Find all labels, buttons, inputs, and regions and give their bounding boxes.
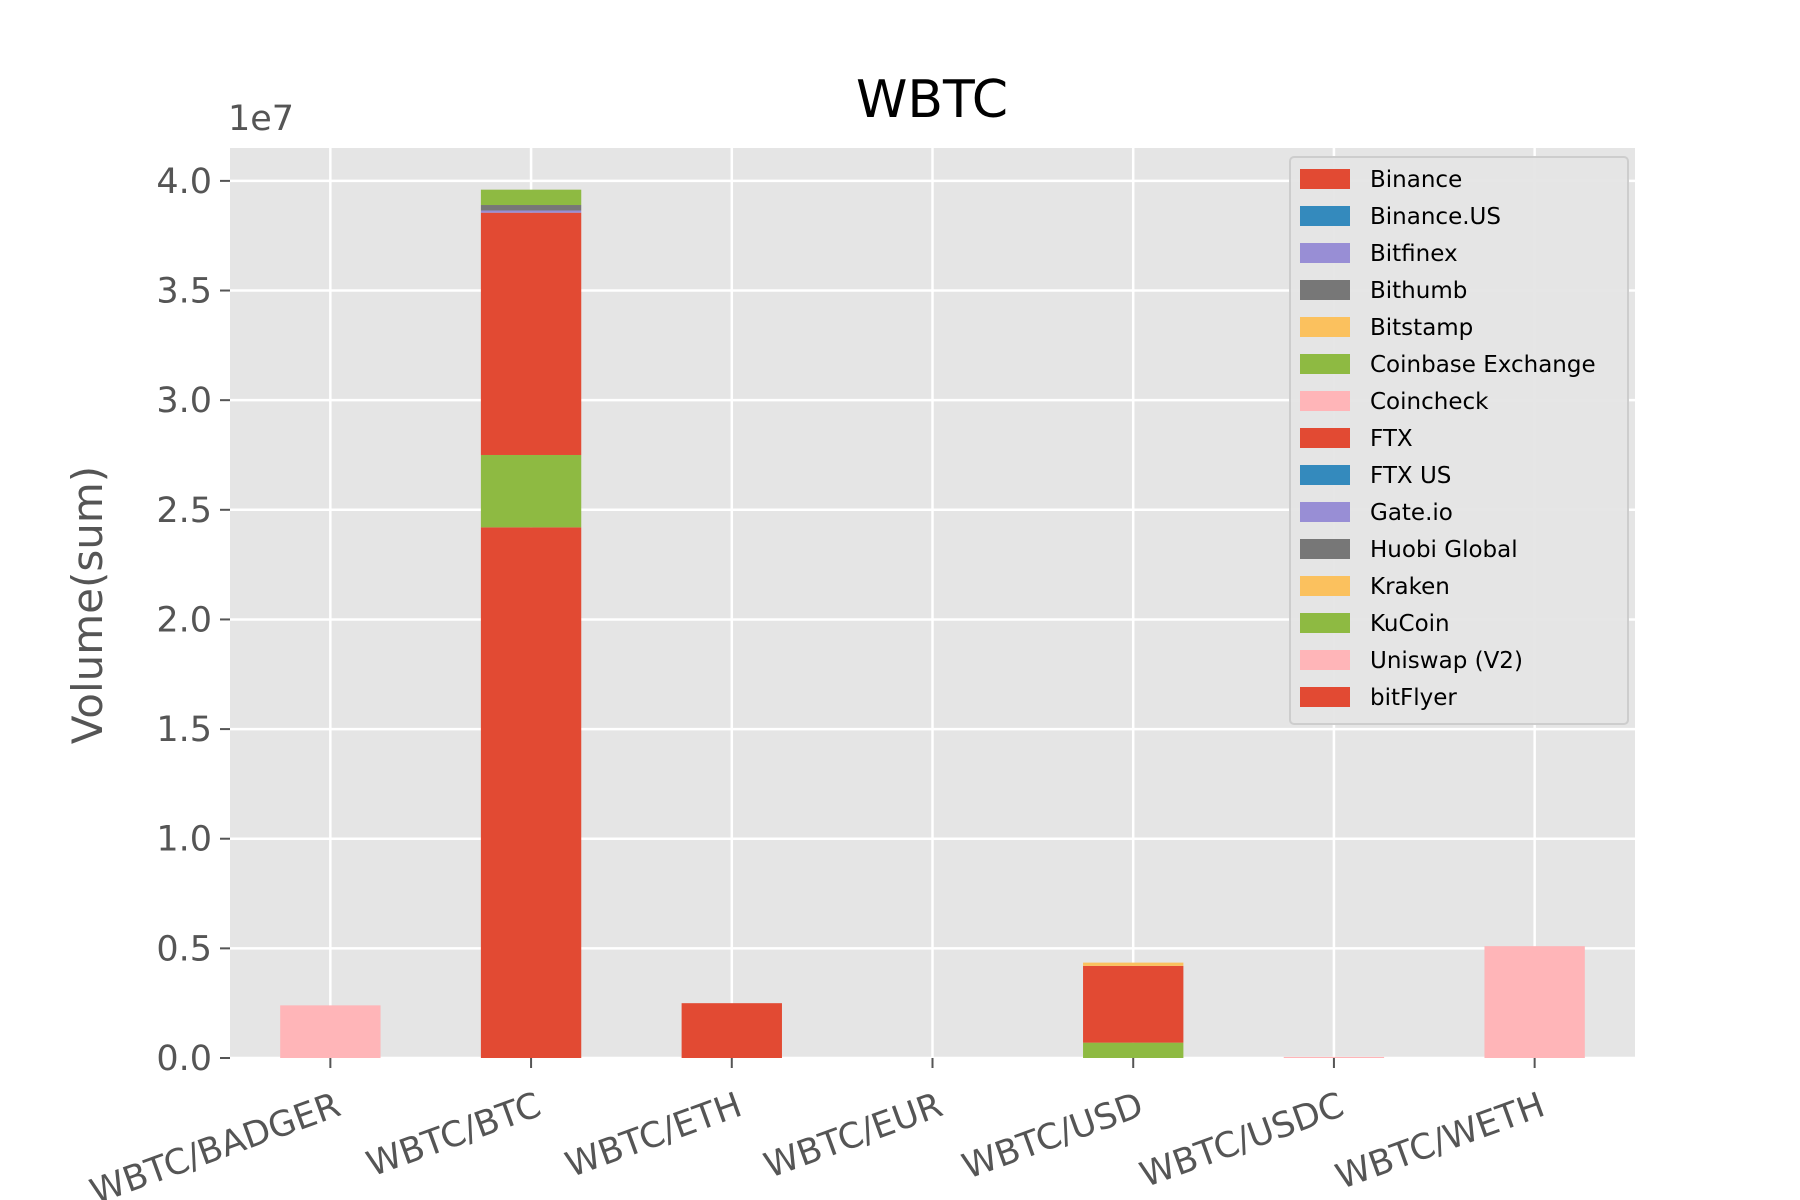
legend-swatch xyxy=(1300,687,1350,707)
legend-box xyxy=(1289,156,1629,725)
y-axis-label: Volume(sum) xyxy=(63,466,112,744)
legend-label: KuCoin xyxy=(1370,611,1450,637)
legend-label: Uniswap (V2) xyxy=(1370,648,1523,674)
bar-segment xyxy=(1484,946,1585,1058)
x-tick-label: WBTC/USDC xyxy=(1135,1085,1349,1196)
legend-swatch xyxy=(1300,465,1350,485)
y-tick-label: 3.0 xyxy=(156,381,212,421)
bar-segment xyxy=(480,210,582,213)
x-tick-label: WBTC/USD xyxy=(957,1085,1148,1187)
y-tick-label: 1.0 xyxy=(156,820,212,860)
x-tick-label: WBTC/BTC xyxy=(362,1085,547,1185)
x-tick-label: WBTC/EUR xyxy=(759,1085,948,1186)
x-tick-label: WBTC/ETH xyxy=(560,1085,747,1186)
bar-segment xyxy=(480,212,582,455)
legend-label: Bitstamp xyxy=(1370,315,1473,341)
y-axis-scale-label: 1e7 xyxy=(228,99,294,139)
legend-swatch xyxy=(1300,391,1350,411)
legend-swatch xyxy=(1300,576,1350,596)
bar-segment xyxy=(480,527,582,1058)
x-tick-label: WBTC/WETH xyxy=(1331,1085,1550,1197)
x-tick-label: WBTC/BADGER xyxy=(85,1085,345,1200)
legend-label: Coinbase Exchange xyxy=(1370,352,1596,378)
legend-label: Huobi Global xyxy=(1370,537,1518,563)
legend-label: FTX xyxy=(1370,426,1413,452)
legend-label: bitFlyer xyxy=(1370,685,1457,711)
bars-group xyxy=(280,189,1585,1058)
x-axis: WBTC/BADGER WBTC/BTC WBTC/ETH WBTC/EUR WBTC/… xyxy=(85,1058,1550,1200)
legend: Binance Binance.US Bitfinex Bithumb Bitstamp… xyxy=(1289,156,1629,725)
legend-swatch xyxy=(1300,428,1350,448)
y-tick-label: 2.0 xyxy=(156,600,212,640)
bar-segment xyxy=(1083,965,1184,1043)
legend-label: Gate.io xyxy=(1370,500,1453,526)
y-tick-label: 1.5 xyxy=(156,710,212,750)
legend-swatch xyxy=(1300,539,1350,559)
legend-swatch xyxy=(1300,206,1350,226)
legend-label: FTX US xyxy=(1370,463,1451,489)
legend-swatch xyxy=(1300,317,1350,337)
y-tick-label: 0.0 xyxy=(156,1039,212,1079)
y-tick-label: 4.0 xyxy=(156,162,212,202)
legend-swatch xyxy=(1300,280,1350,300)
y-tick-label: 3.5 xyxy=(156,272,212,312)
legend-label: Bithumb xyxy=(1370,278,1467,304)
bar-segment xyxy=(480,189,582,206)
bar-segment xyxy=(681,1003,782,1058)
legend-label: Binance xyxy=(1370,167,1462,193)
legend-swatch xyxy=(1300,650,1350,670)
y-tick-label: 2.5 xyxy=(156,491,212,531)
legend-swatch xyxy=(1300,502,1350,522)
bar-segment xyxy=(280,1005,381,1058)
bar-segment xyxy=(480,454,582,528)
legend-swatch xyxy=(1300,354,1350,374)
legend-label: Kraken xyxy=(1370,574,1450,600)
legend-label: Binance.US xyxy=(1370,204,1501,230)
legend-label: Bitfinex xyxy=(1370,241,1458,267)
legend-swatch xyxy=(1300,169,1350,189)
legend-label: Coincheck xyxy=(1370,389,1489,415)
bar-segment xyxy=(480,205,582,211)
bar-segment xyxy=(1283,1056,1385,1058)
y-axis: 0.0 0.5 1.0 1.5 2.0 2.5 3.0 3.5 4.0 xyxy=(156,162,230,1079)
chart-title: WBTC xyxy=(856,70,1008,130)
bar-segment xyxy=(1083,1042,1184,1058)
legend-swatch xyxy=(1300,243,1350,263)
legend-swatch xyxy=(1300,613,1350,633)
bar-segment xyxy=(1083,962,1184,966)
y-tick-label: 0.5 xyxy=(156,929,212,969)
